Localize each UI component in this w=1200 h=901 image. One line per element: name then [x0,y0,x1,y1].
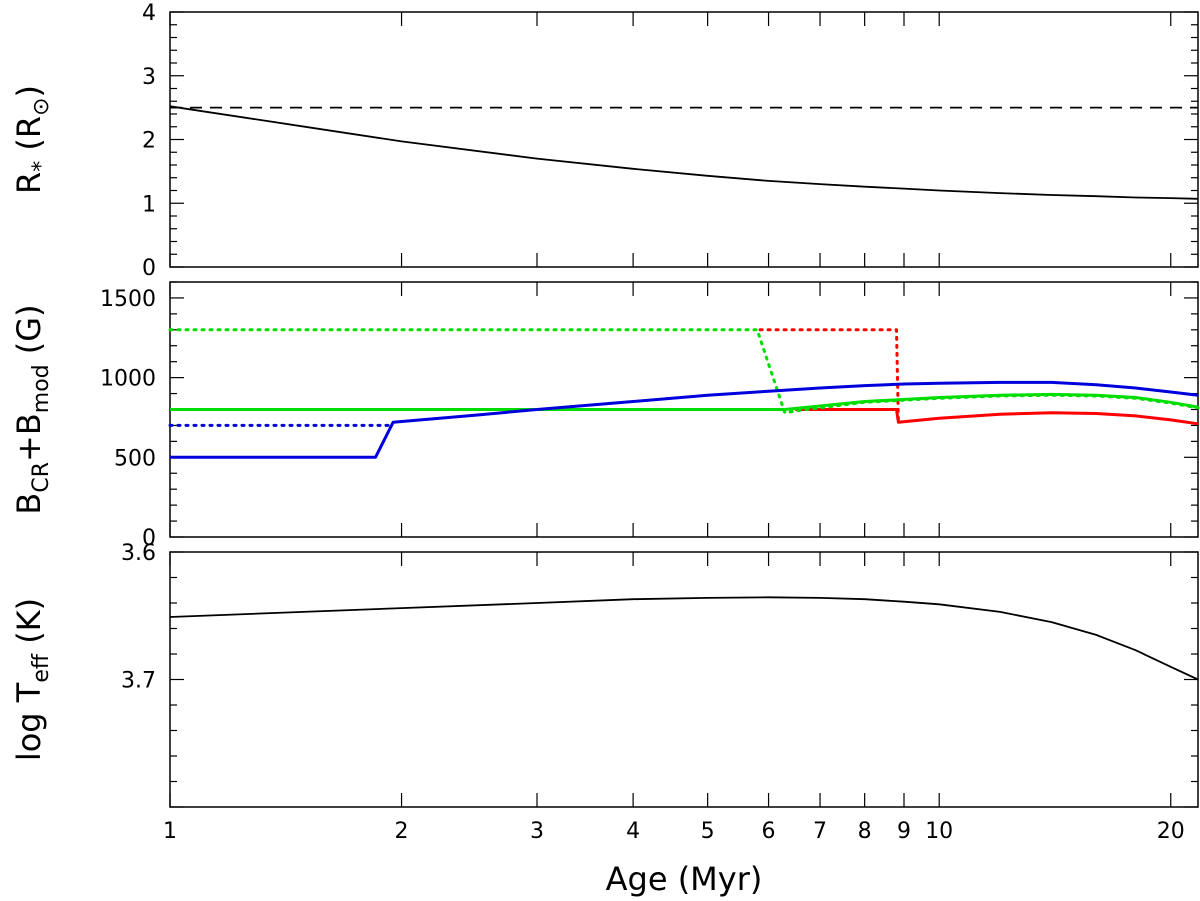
y-axis-label: BCR+Bmod (G) [10,304,54,514]
y-tick-label: 1500 [100,287,156,312]
panel-middle: 0 500 1000 1500 BCR+Bmod (G) [10,281,1200,551]
x-tick-label: 3 [530,819,544,844]
x-tick-label: 1 [163,819,177,844]
series-line-middle-0 [758,328,900,424]
y-tick-label: 0 [142,256,156,281]
y-tick-label: 3.7 [121,669,156,694]
series-line-middle-1 [795,408,1199,426]
y-axis-label: R* (R⊙) [10,85,54,194]
y-tick-label: 3 [142,65,156,90]
x-tick-label: 7 [813,819,827,844]
panel-bottom: 3.6 3.7 log Teff (K) [10,541,1199,808]
series-line-bottom-0 [169,596,1199,681]
y-tick-label: 500 [114,446,156,471]
x-tick-label: 9 [897,819,911,844]
panel-frame [169,551,1199,808]
y-tick-label: 2 [142,129,156,154]
x-tick-label: 2 [395,819,409,844]
y-tick-label: 0 [142,526,156,551]
series-line-middle-2 [168,328,1200,415]
x-tick-label: 10 [925,819,953,844]
x-tick-label: 4 [626,819,640,844]
series-line-top-1 [169,105,1199,200]
x-tick-label: 5 [701,819,715,844]
panel-frame [169,11,1199,268]
y-tick-label: 1 [142,192,156,217]
x-tick-label: 8 [858,819,872,844]
x-tick-label: 20 [1157,819,1185,844]
y-tick-label: 1000 [100,367,156,392]
x-tick-labels: 1 2 3 4 5 6 7 8 9 10 20 [163,819,1185,844]
y-tick-label: 3.6 [121,541,156,566]
x-axis-label: Age (Myr) [606,860,763,898]
panel-top: 0 1 2 3 4 R* (R⊙) [10,1,1199,281]
series-line-middle-5 [170,380,1199,459]
series-line-middle-3 [170,392,1199,411]
y-axis-label: log Teff (K) [10,598,54,761]
y-tick-label: 4 [142,1,156,26]
x-tick-label: 6 [762,819,776,844]
